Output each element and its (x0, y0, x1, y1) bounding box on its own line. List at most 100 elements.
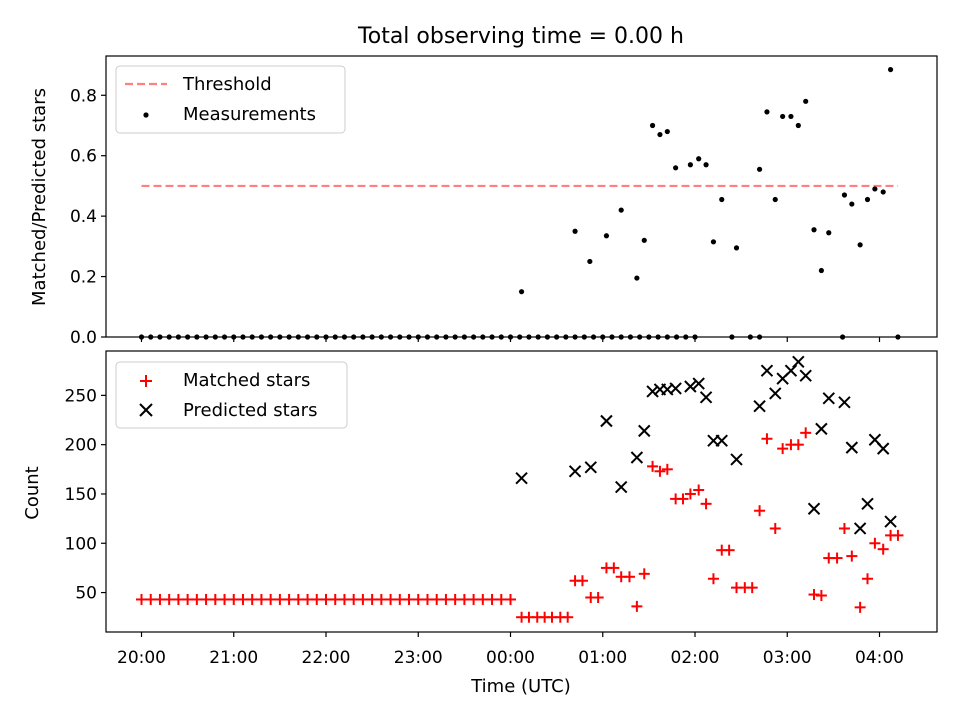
x-tick-label: 22:00 (302, 648, 351, 668)
predicted-star-point (730, 453, 743, 466)
matched-star-point (486, 593, 498, 605)
matched-star-point (182, 593, 194, 605)
x-tick-label: 02:00 (671, 648, 720, 668)
predicted-star-point (884, 515, 897, 528)
y-tick-label: 250 (65, 386, 97, 406)
matched-star-point (468, 593, 480, 605)
measurement-point (864, 196, 871, 203)
top-axes-frame (105, 55, 938, 338)
measurement-point (703, 162, 709, 168)
matched-star-point (624, 571, 636, 583)
predicted-star-point (684, 380, 697, 393)
y-tick-label: 0.0 (70, 328, 97, 348)
predicted-star-point (669, 382, 682, 395)
predicted-star-point (699, 391, 713, 404)
measurement-point (795, 122, 801, 129)
matched-star-point (693, 484, 705, 496)
matched-star-point (754, 505, 766, 517)
matched-star-point (255, 593, 267, 605)
predicted-star-point (715, 434, 728, 447)
matched-star-point (838, 522, 850, 534)
matched-star-point (631, 600, 643, 612)
matched-star-point (265, 593, 277, 605)
matched-star-point (136, 593, 147, 605)
matched-star-point (877, 543, 889, 555)
measurement-point (649, 122, 656, 129)
matched-star-point (394, 593, 406, 605)
matched-star-point (431, 593, 443, 605)
matched-star-point (661, 463, 673, 475)
matched-star-point (228, 593, 240, 605)
matched-star-point (769, 522, 781, 534)
matched-star-point (191, 593, 203, 605)
matched-star-point (329, 593, 341, 605)
matched-star-point (375, 593, 387, 605)
matched-star-point (311, 593, 323, 605)
predicted-star-point (646, 385, 659, 398)
predicted-star-point (792, 355, 805, 369)
predicted-star-point (799, 369, 812, 382)
matched-star-point (892, 529, 904, 541)
y-tick-label: 200 (65, 436, 97, 456)
matched-star-point (421, 593, 433, 605)
predicted-star-point (815, 422, 828, 436)
matched-star-point (707, 573, 719, 585)
matched-stars-marks (136, 427, 904, 623)
matched-legend-label: Matched stars (183, 370, 310, 391)
matched-star-point (792, 439, 804, 451)
bottom-axes-frame (105, 350, 938, 633)
predicted-star-point (760, 364, 774, 377)
y-tick-label: 50 (75, 584, 97, 604)
measurement-point (518, 289, 525, 295)
measurement-point (618, 207, 624, 213)
measurement-point (818, 267, 824, 274)
matched-star-point (348, 593, 360, 605)
predicted-star-point (614, 480, 628, 494)
matched-star-point (846, 550, 858, 562)
top-y-ticks: 0.0 0.2 0.4 0.6 0.8 (70, 86, 106, 348)
top-x-ticks (140, 337, 881, 342)
matched-star-point (320, 593, 332, 605)
predicted-legend-label: Predicted stars (183, 400, 317, 421)
measurement-point (696, 156, 702, 162)
matched-star-point (723, 544, 735, 556)
y-tick-label: 0.2 (70, 268, 97, 288)
matched-star-point (677, 493, 689, 505)
predicted-star-point (568, 465, 582, 478)
x-axis-label: Time (UTC) (470, 676, 571, 697)
measurement-point (780, 113, 786, 120)
measurement-point (880, 189, 886, 195)
measurement-point (849, 201, 855, 207)
predicted-star-point (638, 424, 651, 438)
y-tick-label: 100 (65, 534, 97, 554)
top-y-axis-label: Matched/Predicted stars (29, 88, 50, 306)
x-tick-label: 21:00 (209, 648, 258, 668)
measurement-point (887, 66, 894, 73)
matched-star-point (283, 593, 295, 605)
matched-star-point (154, 593, 166, 605)
x-tick-label: 23:00 (394, 648, 443, 668)
predicted-stars-marks (515, 355, 897, 535)
predicted-star-point (838, 396, 851, 409)
measurement-point (657, 131, 663, 138)
top-panel: 0.0 0.2 0.4 0.6 0.8 Threshold Measurements (70, 55, 938, 348)
measurement-point (572, 228, 578, 234)
measurement-point (811, 227, 817, 233)
measurement-point (687, 162, 693, 168)
predicted-star-point (784, 364, 798, 377)
measurement-point (603, 233, 610, 239)
matched-star-point (815, 590, 827, 602)
matched-star-point (869, 537, 881, 549)
y-tick-label: 0.8 (70, 86, 97, 106)
matched-star-point (274, 593, 286, 605)
matched-star-point (145, 593, 157, 605)
matched-star-point (385, 593, 397, 605)
measurement-point (872, 186, 878, 192)
matched-legend-swatch (140, 375, 152, 387)
measurements-legend-swatch (143, 112, 149, 118)
predicted-star-point (845, 441, 859, 454)
bottom-y-ticks: 50 100 150 200 250 (65, 386, 106, 604)
matched-star-point (237, 593, 249, 605)
measurement-point (664, 128, 670, 135)
x-tick-label: 20:00 (117, 648, 166, 668)
